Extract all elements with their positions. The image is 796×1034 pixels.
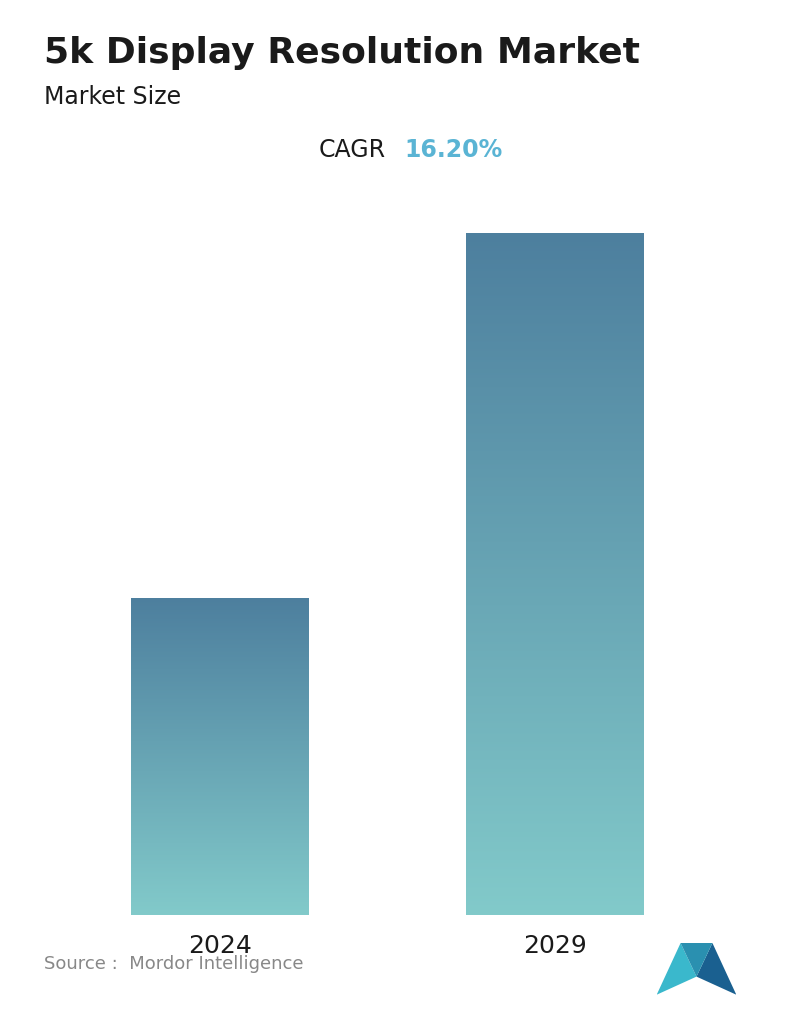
Text: 2024: 2024 <box>188 934 252 957</box>
Polygon shape <box>696 943 736 995</box>
Text: 16.20%: 16.20% <box>404 138 502 161</box>
Text: 5k Display Resolution Market: 5k Display Resolution Market <box>44 36 640 70</box>
Text: CAGR: CAGR <box>318 138 385 161</box>
Polygon shape <box>681 943 712 976</box>
Text: 2029: 2029 <box>524 934 587 957</box>
Text: Source :  Mordor Intelligence: Source : Mordor Intelligence <box>44 955 303 973</box>
Polygon shape <box>657 943 696 995</box>
Text: Market Size: Market Size <box>44 85 181 109</box>
